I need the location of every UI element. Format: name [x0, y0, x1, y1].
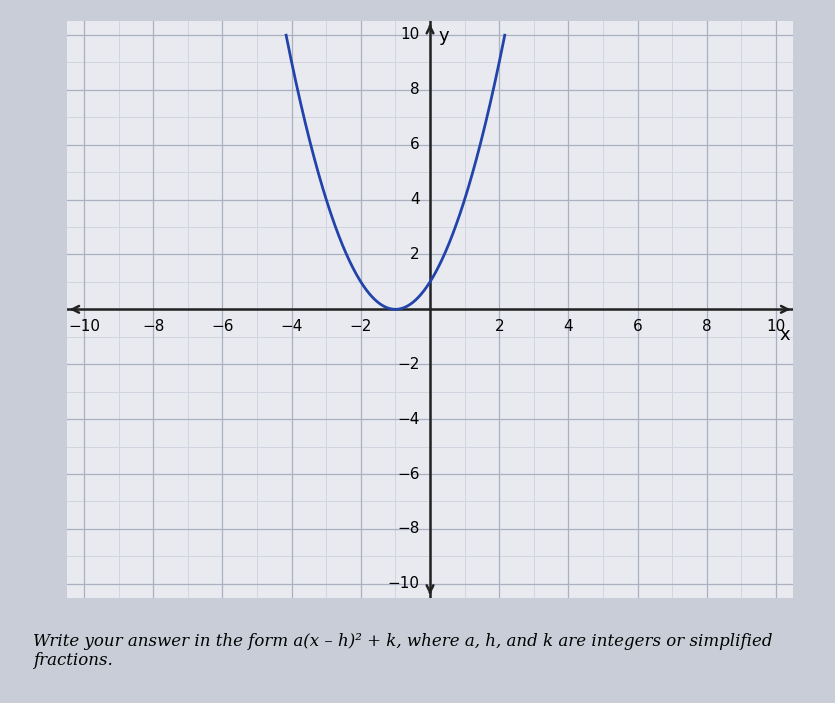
- Text: −6: −6: [397, 467, 420, 482]
- Text: −8: −8: [142, 319, 164, 334]
- Text: 8: 8: [410, 82, 420, 97]
- Text: 6: 6: [633, 319, 642, 334]
- Text: 10: 10: [767, 319, 786, 334]
- Text: 6: 6: [410, 137, 420, 152]
- Text: x: x: [779, 325, 790, 344]
- Text: Write your answer in the form a(x – h)² + k, where a, h, and k are integers or s: Write your answer in the form a(x – h)² …: [33, 633, 773, 669]
- Text: −2: −2: [397, 356, 420, 372]
- Text: y: y: [438, 27, 449, 44]
- Text: 8: 8: [702, 319, 711, 334]
- Text: 10: 10: [401, 27, 420, 42]
- Text: −4: −4: [397, 412, 420, 427]
- Text: −6: −6: [211, 319, 234, 334]
- Text: −10: −10: [387, 576, 420, 591]
- Text: −10: −10: [68, 319, 100, 334]
- Text: −8: −8: [397, 522, 420, 536]
- Text: 4: 4: [564, 319, 573, 334]
- Text: −4: −4: [281, 319, 303, 334]
- Text: 2: 2: [410, 247, 420, 262]
- Text: −2: −2: [350, 319, 372, 334]
- Text: 4: 4: [410, 192, 420, 207]
- Text: 2: 2: [494, 319, 504, 334]
